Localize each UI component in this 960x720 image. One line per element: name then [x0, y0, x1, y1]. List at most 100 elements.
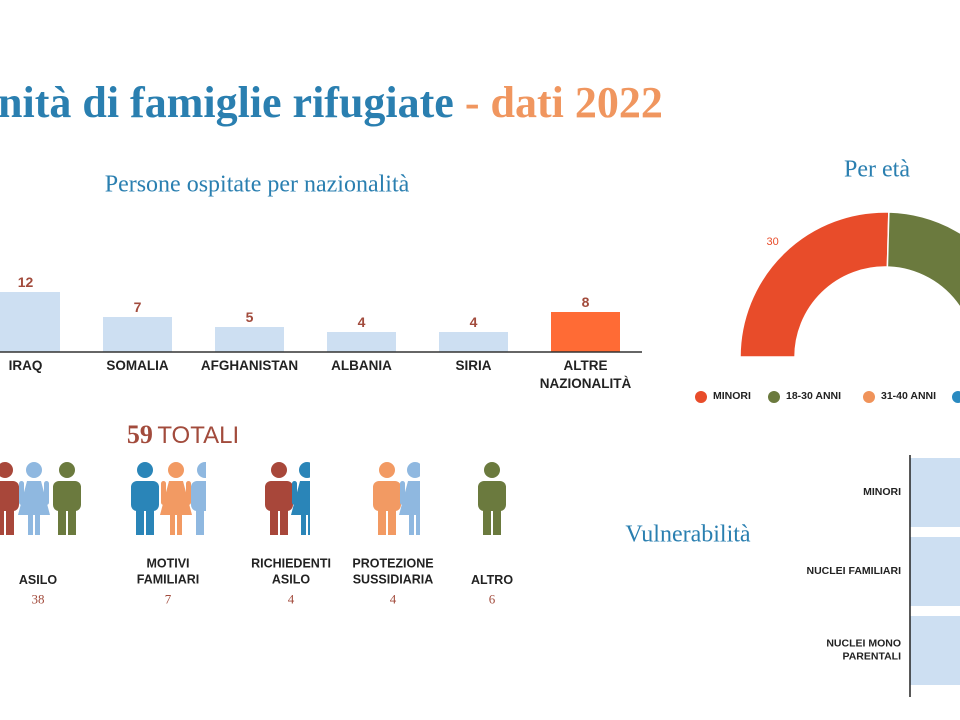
icon-head [0, 462, 13, 478]
icon-head [168, 462, 184, 478]
icon-group [373, 462, 430, 535]
icon-head [271, 462, 287, 478]
permit-value: 4 [287, 591, 295, 607]
permit-value: 4 [389, 591, 397, 607]
chart-title: Per età [844, 156, 910, 183]
icon-leg [146, 505, 154, 535]
legend-label: 31-40 ANNI [881, 390, 937, 403]
x-tick-label: IRAQ [8, 358, 43, 373]
icon-leg [170, 513, 175, 535]
icon-leg [68, 505, 76, 535]
legend-marker [863, 391, 875, 403]
icon-leg [416, 513, 420, 535]
data-label: 5 [245, 308, 254, 325]
bar [0, 292, 60, 352]
x-tick-label: SIRIA [455, 358, 492, 373]
permit-label: PROTEZIONE SUSSIDIARIA [352, 556, 434, 587]
legend-marker [768, 391, 780, 403]
icon-body [131, 481, 159, 511]
icon-arm [425, 481, 430, 505]
icon-body [478, 481, 506, 511]
icon-body [265, 481, 293, 511]
bar [103, 317, 172, 352]
title-separator: - [464, 78, 480, 127]
chart-title: Vulnerabilità [625, 521, 751, 548]
permit-value: 38 [31, 591, 45, 607]
donut-segment [886, 211, 960, 309]
icon-arm [19, 481, 24, 505]
permit-label: MOTIVI FAMILIARI [136, 556, 200, 587]
bar [551, 312, 620, 352]
icon-leg [28, 513, 33, 535]
x-tick-label: ALTRE NAZIONALITÀ [539, 358, 632, 391]
x-tick-label: SOMALIA [106, 358, 169, 373]
title-year: dati 2022 [490, 78, 663, 127]
data-label: 4 [357, 313, 366, 330]
main-title: nità di famiglie rifugiate - dati 2022 [0, 74, 663, 131]
icon-leg [136, 505, 144, 535]
bar [215, 327, 284, 352]
icon-body [373, 481, 401, 511]
total-label: TOTALI [157, 422, 240, 450]
icon-body [399, 481, 420, 515]
y-tick-label: NUCLEI MONO PARENTALI [826, 636, 901, 663]
icon-head [299, 462, 310, 478]
icon-head [379, 462, 395, 478]
legend-marker [695, 391, 707, 403]
icon-leg [280, 505, 288, 535]
icon-leg [0, 505, 4, 535]
y-tick-label: MINORI [863, 485, 901, 498]
data-label: 8 [581, 293, 590, 310]
legend-label: MINORI [713, 390, 751, 403]
y-tick-label: NUCLEI FAMILIARI [806, 564, 902, 577]
icon-arm [292, 481, 297, 505]
icon-leg [58, 505, 66, 535]
bar [910, 537, 960, 606]
legend-label: 18-30 ANNI [786, 390, 842, 403]
permit-label: ALTRO [470, 572, 514, 587]
icon-leg [6, 505, 14, 535]
icon-leg [270, 505, 278, 535]
icon-head [59, 462, 75, 478]
data-label: 12 [17, 273, 34, 290]
permit-value: 6 [488, 591, 496, 607]
legend-marker [952, 391, 960, 403]
icon-leg [378, 505, 386, 535]
icon-body [191, 481, 206, 511]
icon-body [53, 481, 81, 511]
icon-body [160, 481, 192, 515]
x-tick-label: AFGHANISTAN [200, 358, 299, 373]
icon-leg [301, 513, 306, 535]
permit-label: RICHIEDENTI ASILO [251, 556, 331, 587]
icon-arm [161, 481, 166, 505]
icon-head [407, 462, 420, 478]
icon-group [0, 462, 81, 535]
icon-head [26, 462, 42, 478]
icon-arm [400, 481, 405, 505]
chart-title: Persone ospitate per nazionalità [104, 171, 410, 198]
data-label: 4 [469, 313, 478, 330]
total: 59 TOTALI [127, 418, 239, 452]
icon-arm [317, 481, 322, 505]
bar [439, 332, 508, 352]
data-label: 7 [133, 298, 142, 315]
title-text: nità di famiglie rifugiate [0, 78, 454, 127]
total-value: 59 [126, 420, 153, 450]
x-tick-label: ALBANIA [331, 358, 392, 373]
permit-label: ASILO [18, 572, 58, 587]
icon-leg [177, 513, 182, 535]
icon-leg [409, 513, 414, 535]
icon-group [265, 462, 322, 535]
data-label: 30 [766, 235, 779, 248]
icon-group [478, 462, 506, 535]
icon-leg [493, 505, 501, 535]
icon-body [18, 481, 50, 515]
icon-leg [206, 505, 214, 535]
bar [910, 616, 960, 685]
icon-head [197, 462, 206, 478]
icon-leg [196, 505, 204, 535]
icon-arm [44, 481, 49, 505]
bar [327, 332, 396, 352]
